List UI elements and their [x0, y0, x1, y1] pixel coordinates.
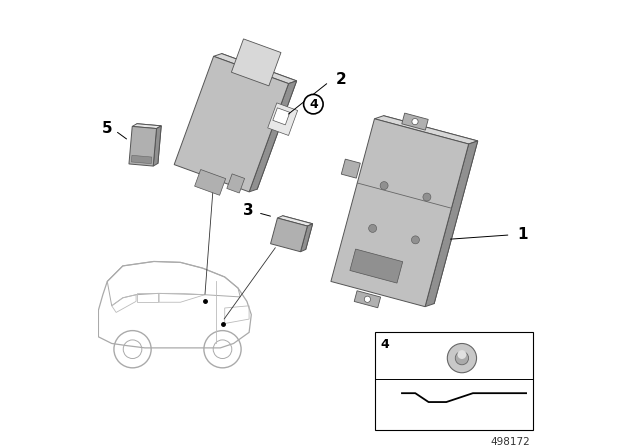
Polygon shape: [134, 124, 161, 164]
Polygon shape: [174, 56, 289, 192]
Text: 4: 4: [309, 98, 317, 111]
Circle shape: [412, 119, 418, 125]
Circle shape: [423, 193, 431, 201]
Polygon shape: [271, 218, 307, 252]
Circle shape: [458, 350, 467, 359]
Polygon shape: [276, 216, 312, 250]
Polygon shape: [331, 119, 468, 307]
Polygon shape: [131, 155, 152, 164]
Text: 2: 2: [335, 72, 346, 87]
Polygon shape: [273, 108, 290, 125]
Polygon shape: [182, 54, 296, 189]
Polygon shape: [425, 141, 477, 307]
Circle shape: [447, 344, 477, 373]
Circle shape: [380, 181, 388, 190]
Polygon shape: [214, 54, 296, 84]
Polygon shape: [402, 113, 428, 130]
Polygon shape: [249, 81, 296, 192]
Polygon shape: [374, 116, 477, 144]
Polygon shape: [301, 224, 312, 252]
Circle shape: [369, 224, 376, 233]
Polygon shape: [132, 124, 161, 129]
Text: 498172: 498172: [491, 436, 531, 447]
Circle shape: [364, 296, 371, 302]
Text: 1: 1: [517, 228, 528, 242]
Circle shape: [303, 95, 323, 114]
Circle shape: [455, 352, 468, 365]
Bar: [376, 332, 532, 430]
Polygon shape: [340, 116, 477, 304]
Polygon shape: [341, 159, 360, 178]
Polygon shape: [195, 169, 226, 195]
Polygon shape: [268, 103, 298, 135]
Polygon shape: [129, 126, 157, 166]
Text: 4: 4: [381, 338, 390, 351]
Circle shape: [412, 236, 419, 244]
Polygon shape: [354, 291, 381, 308]
Polygon shape: [277, 216, 312, 226]
Text: 3: 3: [243, 203, 253, 218]
Text: 5: 5: [102, 121, 113, 136]
Polygon shape: [153, 126, 161, 166]
Polygon shape: [227, 174, 244, 193]
Polygon shape: [232, 39, 281, 86]
Polygon shape: [350, 249, 403, 283]
